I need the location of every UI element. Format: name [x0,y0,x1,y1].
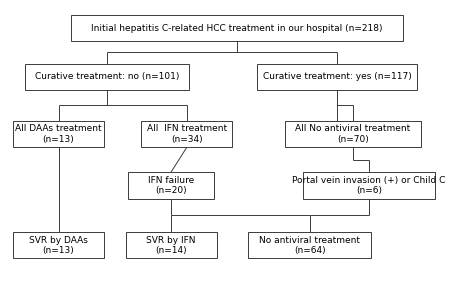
FancyBboxPatch shape [13,121,104,147]
FancyBboxPatch shape [248,232,371,258]
Text: Curative treatment: no (n=101): Curative treatment: no (n=101) [35,72,180,81]
Text: All DAAs treatment
(n=13): All DAAs treatment (n=13) [15,124,102,144]
FancyBboxPatch shape [285,121,421,147]
Text: Curative treatment: yes (n=117): Curative treatment: yes (n=117) [263,72,411,81]
FancyBboxPatch shape [303,172,435,199]
Text: SVR by DAAs
(n=13): SVR by DAAs (n=13) [29,235,88,255]
Text: All  IFN treatment
(n=34): All IFN treatment (n=34) [147,124,227,144]
FancyBboxPatch shape [126,232,217,258]
FancyBboxPatch shape [71,15,403,41]
Text: IFN failure
(n=20): IFN failure (n=20) [148,176,194,195]
Text: No antiviral treatment
(n=64): No antiviral treatment (n=64) [259,235,360,255]
Text: Initial hepatitis C-related HCC treatment in our hospital (n=218): Initial hepatitis C-related HCC treatmen… [91,23,383,32]
FancyBboxPatch shape [141,121,232,147]
Text: SVR by IFN
(n=14): SVR by IFN (n=14) [146,235,196,255]
FancyBboxPatch shape [13,232,104,258]
Text: Portal vein invasion (+) or Child C
(n=6): Portal vein invasion (+) or Child C (n=6… [292,176,446,195]
Text: All No antiviral treatment
(n=70): All No antiviral treatment (n=70) [295,124,410,144]
FancyBboxPatch shape [128,172,214,199]
FancyBboxPatch shape [257,64,417,90]
FancyBboxPatch shape [26,64,189,90]
